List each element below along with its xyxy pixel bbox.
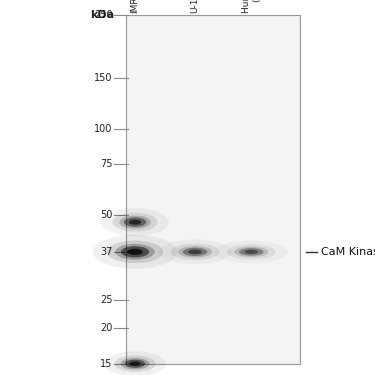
- Ellipse shape: [121, 358, 149, 369]
- Ellipse shape: [127, 249, 143, 255]
- Ellipse shape: [178, 246, 212, 258]
- Text: 150: 150: [94, 74, 112, 83]
- Ellipse shape: [234, 247, 268, 257]
- Ellipse shape: [119, 216, 151, 229]
- Ellipse shape: [116, 244, 154, 260]
- Ellipse shape: [101, 208, 169, 236]
- Text: U-118-MG: U-118-MG: [190, 0, 200, 13]
- Ellipse shape: [183, 248, 207, 256]
- Text: 15: 15: [100, 359, 112, 369]
- Ellipse shape: [188, 249, 202, 254]
- Text: Human Brain
(Cortex): Human Brain (Cortex): [242, 0, 261, 13]
- Ellipse shape: [171, 244, 219, 260]
- Ellipse shape: [107, 241, 163, 263]
- Ellipse shape: [121, 246, 149, 258]
- Text: IMR-32: IMR-32: [130, 0, 140, 13]
- Ellipse shape: [124, 360, 146, 368]
- Ellipse shape: [93, 235, 177, 269]
- Text: 75: 75: [100, 159, 112, 169]
- Ellipse shape: [244, 250, 258, 254]
- Ellipse shape: [104, 351, 166, 375]
- Text: kDa: kDa: [90, 10, 114, 21]
- Bar: [128, 17, 298, 362]
- Text: 250: 250: [94, 10, 112, 20]
- Text: 37: 37: [100, 247, 112, 257]
- Text: 20: 20: [100, 323, 112, 333]
- Ellipse shape: [112, 213, 158, 231]
- Ellipse shape: [227, 244, 276, 260]
- Ellipse shape: [129, 362, 141, 366]
- Text: CaM Kinase I: CaM Kinase I: [321, 247, 375, 257]
- Ellipse shape: [114, 356, 156, 372]
- Ellipse shape: [129, 220, 141, 225]
- Text: 100: 100: [94, 124, 112, 134]
- Ellipse shape: [239, 248, 263, 256]
- Text: 50: 50: [100, 210, 112, 219]
- Ellipse shape: [124, 217, 146, 227]
- Bar: [126, 15, 300, 364]
- Text: 25: 25: [100, 296, 112, 305]
